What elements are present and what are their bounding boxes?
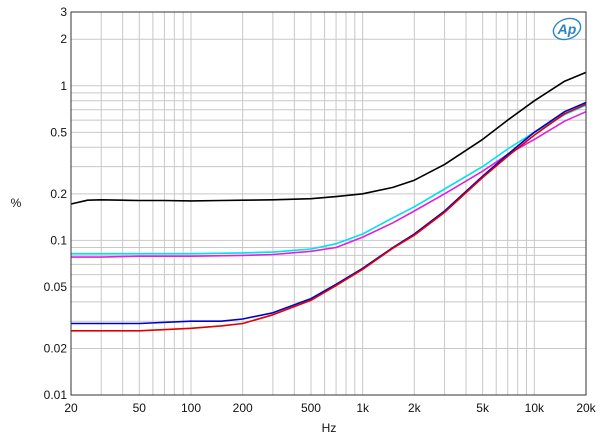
chart-series — [70, 71, 587, 332]
x-tick-label: 20k — [576, 401, 596, 415]
y-tick-label: 0.2 — [50, 187, 67, 201]
x-tick-label: 50 — [133, 401, 147, 415]
x-tick-label: 5k — [476, 401, 490, 415]
ap-logo-ring-icon — [552, 17, 582, 41]
series-line-5 — [71, 103, 587, 332]
x-tick-label: 20 — [64, 401, 78, 415]
x-axis-label: Hz — [322, 421, 337, 435]
x-tick-label: 1k — [356, 401, 370, 415]
y-tick-label: 2 — [60, 32, 67, 46]
chart-grid — [70, 11, 587, 396]
ap-logo: Ap — [552, 17, 582, 41]
y-tick-label: 3 — [60, 5, 67, 19]
series-line-2 — [71, 104, 587, 255]
y-tick-label: 0.1 — [50, 233, 67, 247]
x-tick-label: 500 — [301, 401, 321, 415]
y-tick-label: 0.01 — [44, 388, 68, 402]
y-tick-label: 1 — [60, 79, 67, 93]
chart-ticks: 20 50 100 200 500 1k 2k 5k 10k 20k 0.01 0.02 0.05 0.1… — [44, 5, 597, 415]
series-line-4 — [71, 101, 587, 325]
y-axis-label: % — [11, 196, 22, 210]
y-tick-label: 0.05 — [44, 280, 68, 294]
x-tick-label: 100 — [181, 401, 201, 415]
x-tick-label: 10k — [525, 401, 545, 415]
y-tick-label: 0.5 — [50, 125, 67, 139]
x-tick-label: 2k — [408, 401, 422, 415]
series-line-1 — [70, 71, 587, 205]
ap-logo-text: Ap — [557, 21, 577, 37]
y-tick-label: 0.02 — [44, 341, 68, 355]
x-tick-label: 200 — [233, 401, 253, 415]
plot-frame — [70, 11, 587, 396]
